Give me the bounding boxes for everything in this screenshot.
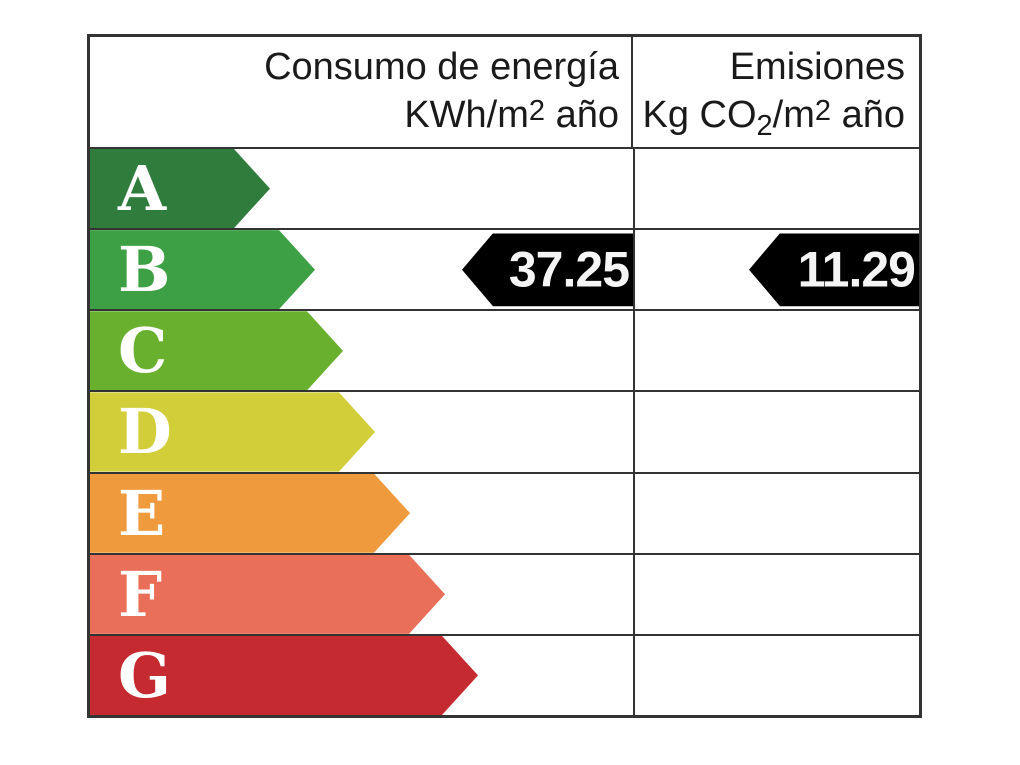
scale-row-b: B 37.25 11.29 [90, 230, 919, 312]
superscript-2: 2 [528, 94, 546, 127]
emissions-cell-a [635, 149, 919, 228]
consumption-value: 37.25 [508, 241, 630, 298]
grade-arrow-b: B [90, 230, 315, 309]
grade-letter-a: A [118, 152, 167, 226]
grade-arrow-d: D [90, 392, 375, 471]
scale-row-e: E [90, 473, 919, 555]
grade-arrow-g: G [90, 636, 478, 715]
scale-row-a: A [90, 149, 919, 231]
grade-arrow-c: C [90, 311, 343, 390]
emissions-cell-g [635, 636, 919, 715]
consumption-cell-g: G [90, 635, 635, 715]
consumption-cell-a: A [90, 149, 635, 229]
subscript-2: 2 [756, 109, 773, 142]
emissions-cell-c [635, 311, 919, 390]
grade-letter-f: F [118, 557, 163, 631]
emissions-cell-b: 11.29 [635, 230, 919, 309]
header-emissions-cell: Emisiones Kg CO2/m2 año [633, 37, 919, 147]
scale-row-f: F [90, 554, 919, 636]
scale-row-d: D [90, 392, 919, 474]
grade-arrow-a: A [90, 149, 270, 228]
grade-letter-c: C [118, 314, 168, 388]
superscript-2: 2 [814, 94, 832, 127]
emissions-indicator-arrow: 11.29 [749, 233, 919, 307]
consumption-cell-d: D [90, 392, 635, 472]
grade-letter-d: D [118, 395, 172, 469]
scale-row-c: C [90, 311, 919, 393]
consumption-cell-e: E [90, 473, 635, 553]
emissions-header-line2: Kg CO2/m2 año [642, 93, 905, 142]
emissions-value: 11.29 [797, 241, 916, 298]
emissions-cell-f [635, 555, 919, 634]
consumption-header-line1: Consumo de energía [264, 45, 619, 88]
consumption-cell-f: F [90, 554, 635, 634]
consumption-cell-c: C [90, 311, 635, 391]
energy-rating-table: Consumo de energía KWh/m2 año Emisiones … [87, 34, 922, 718]
grade-letter-b: B [118, 233, 171, 307]
grade-letter-e: E [118, 476, 166, 550]
emissions-cell-e [635, 474, 919, 553]
emissions-header-line1: Emisiones [729, 45, 905, 88]
table-header-row: Consumo de energía KWh/m2 año Emisiones … [90, 37, 919, 149]
consumption-header-line2: KWh/m2 año [404, 93, 619, 136]
header-consumption-cell: Consumo de energía KWh/m2 año [90, 37, 633, 147]
consumption-indicator-arrow: 37.25 [462, 233, 633, 307]
grade-arrow-f: F [90, 555, 445, 634]
grade-letter-g: G [118, 638, 171, 712]
emissions-cell-d [635, 392, 919, 471]
scale-row-g: G [90, 635, 919, 715]
consumption-cell-b: B 37.25 [90, 230, 635, 310]
grade-arrow-e: E [90, 474, 410, 553]
